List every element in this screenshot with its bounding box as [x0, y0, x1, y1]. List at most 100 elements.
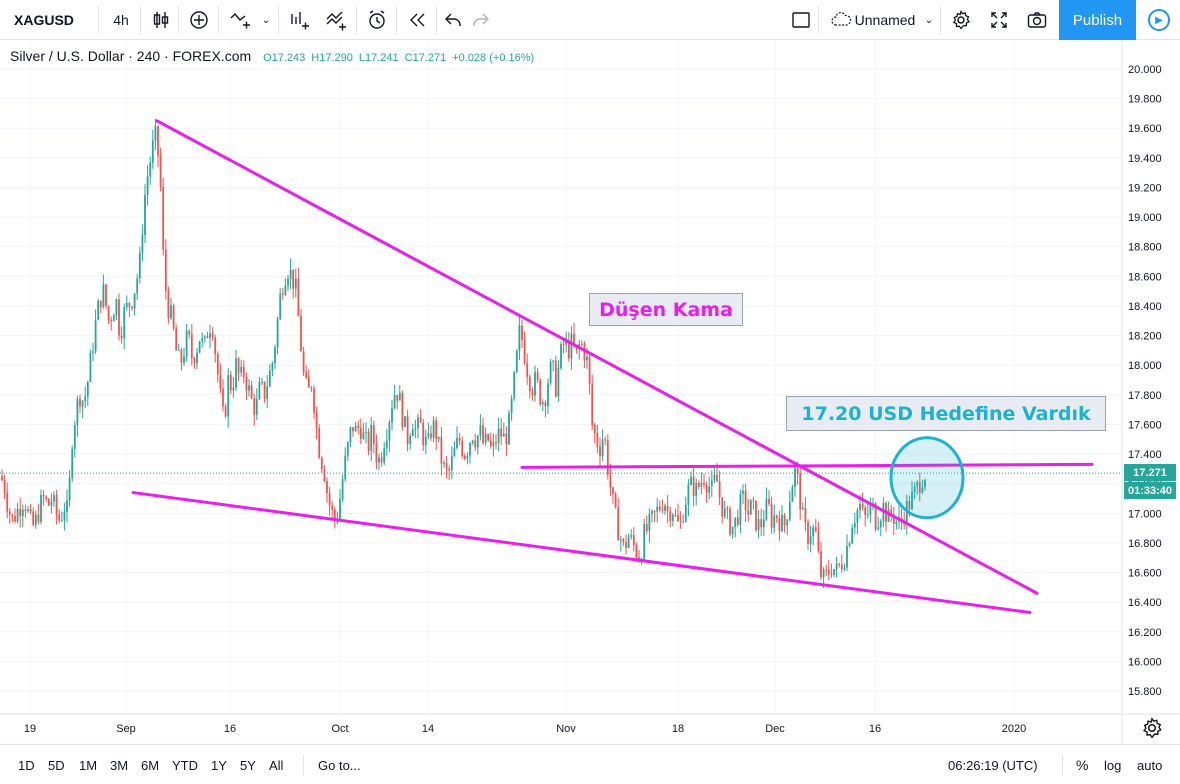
candle-body — [300, 316, 302, 352]
candle-body — [396, 395, 399, 401]
range-5d[interactable]: 5D — [48, 757, 65, 773]
candle-body — [237, 358, 240, 373]
candle-body — [869, 504, 872, 515]
range-1m[interactable]: 1M — [79, 757, 98, 773]
candle-body — [118, 299, 120, 336]
y-tick-label: 18.800 — [1128, 242, 1162, 254]
candle-body — [575, 346, 578, 350]
auto-toggle[interactable]: auto — [1137, 757, 1163, 773]
publish-button[interactable]: Publish — [1059, 0, 1136, 40]
candle-body — [573, 333, 575, 347]
candle-body — [281, 293, 284, 295]
candle-body — [653, 510, 656, 512]
candle-body — [50, 501, 53, 506]
candle-body — [180, 349, 183, 363]
range-6m[interactable]: 6M — [141, 757, 160, 773]
candle-body — [791, 487, 794, 502]
candle-body — [315, 412, 318, 429]
candles-icon[interactable] — [146, 0, 176, 40]
target-annotation[interactable]: 17.20 USD Hedefine Vardık — [786, 396, 1106, 431]
candle-body — [125, 303, 128, 308]
compare-icon[interactable] — [224, 0, 256, 40]
candle-body — [731, 526, 734, 535]
candle-body — [775, 515, 778, 518]
fullscreen-icon[interactable] — [984, 0, 1014, 40]
candle-body — [385, 440, 388, 449]
candle-body — [313, 388, 315, 413]
candle-body — [27, 509, 29, 512]
chevron-down-icon[interactable]: ⌄ — [261, 14, 271, 26]
candle-body — [661, 509, 664, 511]
candle-body — [718, 481, 721, 498]
candle-body — [812, 527, 815, 537]
undo-icon[interactable] — [440, 0, 466, 40]
range-1y[interactable]: 1Y — [211, 757, 227, 773]
candle-body — [45, 496, 48, 499]
candle-body — [365, 431, 367, 433]
candle-body — [55, 495, 58, 515]
log-toggle[interactable]: log — [1104, 757, 1122, 773]
candle-body — [409, 436, 412, 445]
multi-layout-icon[interactable] — [786, 0, 816, 40]
toolbar-divider — [140, 6, 141, 34]
utc-clock[interactable]: 06:26:19 (UTC) — [948, 757, 1038, 773]
candle-body — [331, 505, 334, 510]
candle-body — [167, 290, 170, 319]
toolbar-divider — [278, 6, 279, 34]
candle-body — [619, 539, 622, 541]
candle-body — [713, 474, 716, 481]
play-icon[interactable]: ▶ — [1138, 0, 1180, 40]
candle-body — [261, 381, 263, 383]
candle-body — [710, 480, 713, 487]
alert-icon[interactable] — [362, 0, 392, 40]
candle-body — [263, 381, 266, 399]
candle-body — [684, 504, 687, 522]
range-5y[interactable]: 5Y — [240, 757, 256, 773]
pattern-annotation[interactable]: Düşen Kama — [589, 293, 743, 326]
candle-body — [890, 509, 893, 516]
candle-body — [227, 375, 230, 417]
candle-body — [752, 499, 755, 501]
range-1d[interactable]: 1D — [18, 757, 35, 773]
interval-button[interactable]: 4h — [113, 12, 129, 28]
layout-name[interactable]: Unnamed — [854, 12, 916, 28]
chevron-down-icon[interactable]: ⌄ — [924, 14, 934, 26]
series-title: Silver / U.S. Dollar · 240 · FOREX.com — [10, 48, 252, 64]
candle-body — [539, 379, 542, 405]
axis-settings-icon[interactable] — [1140, 716, 1164, 740]
candle-body — [580, 344, 583, 346]
indicators-icon[interactable] — [284, 0, 314, 40]
y-tick-label: 19.000 — [1128, 212, 1162, 224]
range-all[interactable]: All — [269, 757, 284, 773]
y-tick-label: 16.200 — [1128, 627, 1162, 639]
candle-body — [768, 498, 770, 504]
candle-body — [570, 333, 573, 359]
candle-body — [864, 507, 867, 515]
symbol-search[interactable]: XAGUSD — [14, 12, 74, 28]
candle-body — [422, 422, 425, 446]
candle-body — [924, 479, 926, 488]
range-3m[interactable]: 3M — [110, 757, 129, 773]
candle-body — [362, 432, 365, 439]
candle-body — [851, 527, 854, 544]
candle-body — [648, 513, 651, 531]
candle-body — [593, 425, 596, 434]
candle-body — [302, 351, 305, 373]
replay-icon[interactable] — [402, 0, 432, 40]
gear-icon[interactable] — [946, 0, 976, 40]
candle-body — [848, 543, 851, 547]
goto-date-button[interactable]: Go to... — [318, 757, 361, 773]
price-chart[interactable]: 15.800 16.000 16.200 16.400 16.600 16.800 17.0… — [0, 40, 1180, 744]
add-indicator-icon[interactable] — [184, 0, 214, 40]
candle-body — [430, 433, 432, 438]
candle-body — [214, 337, 217, 355]
redo-icon[interactable] — [468, 0, 494, 40]
candle-body — [245, 376, 248, 391]
camera-icon[interactable] — [1022, 0, 1052, 40]
candle-body — [687, 484, 690, 505]
y-tick-label: 16.000 — [1128, 656, 1162, 668]
candle-body — [887, 509, 890, 523]
range-ytd[interactable]: YTD — [172, 757, 198, 773]
percent-toggle[interactable]: % — [1076, 757, 1089, 773]
templates-icon[interactable] — [320, 0, 352, 40]
